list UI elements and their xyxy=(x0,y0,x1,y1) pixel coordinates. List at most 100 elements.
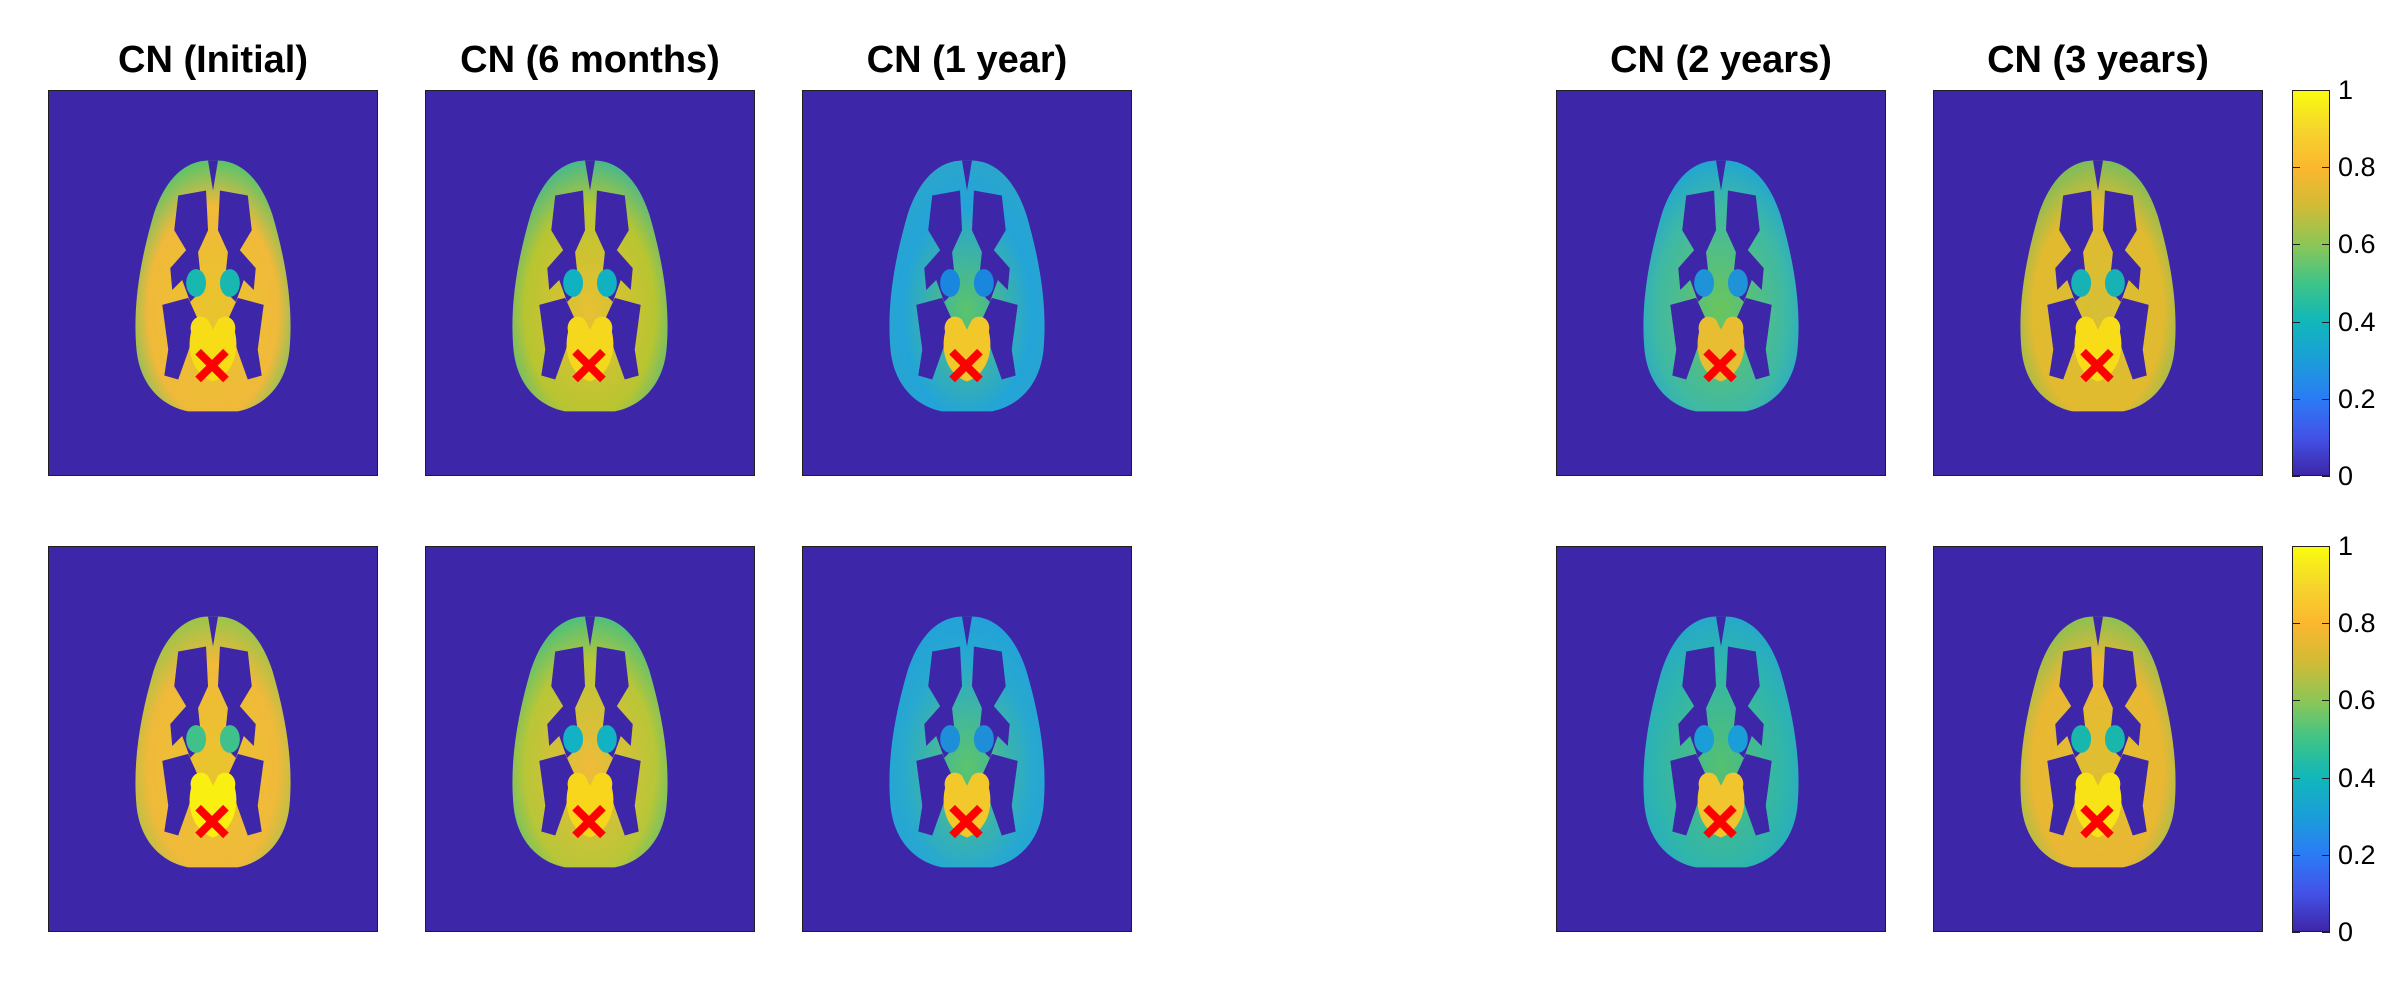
brain-map-bottom-3-years xyxy=(1933,546,2263,932)
seed-marker-icon xyxy=(572,804,606,839)
brain-tissue xyxy=(512,616,668,868)
brain-midline-notch xyxy=(962,616,972,647)
seed-region xyxy=(943,772,991,838)
brain-slice-svg xyxy=(803,547,1131,931)
colorbar-tick-label: 0 xyxy=(2338,917,2354,947)
brain-map-top-2-years xyxy=(1556,90,1886,476)
brain-slice-svg xyxy=(49,547,377,931)
colorbar-tick-label: 0.4 xyxy=(2338,306,2376,337)
seed-marker-icon xyxy=(195,804,229,839)
brain-slice-svg xyxy=(803,91,1131,475)
brain-midline-notch xyxy=(208,616,218,647)
colorbar-tick-mark xyxy=(2292,623,2300,624)
colorbar-tick-mark xyxy=(2292,932,2300,933)
seed-region xyxy=(2074,316,2122,382)
colorbar-tick-mark xyxy=(2292,476,2300,477)
colorbar-tick-label: 0.2 xyxy=(2338,383,2376,414)
colorbar-top xyxy=(2292,90,2330,476)
brain-tissue xyxy=(135,616,291,868)
colorbar-tick-mark xyxy=(2292,700,2300,701)
seed-region xyxy=(1697,772,1745,838)
colorbar-tick-label: 0 xyxy=(2338,461,2354,491)
seed-marker-icon xyxy=(572,348,606,383)
colorbar-tick-mark xyxy=(2322,700,2330,701)
seed-marker-icon xyxy=(949,348,983,383)
brain-slice-svg xyxy=(426,91,754,475)
left-ventricle xyxy=(2071,725,2092,753)
colorbar-bottom xyxy=(2292,546,2330,932)
left-ventricle xyxy=(186,269,207,297)
brain-map-bottom-2-years xyxy=(1556,546,1886,932)
panel-title-initial: CN (Initial) xyxy=(118,39,308,81)
brain-map-bottom-6-months xyxy=(425,546,755,932)
brain-tissue xyxy=(2020,616,2176,868)
left-ventricle xyxy=(940,269,961,297)
colorbar-tick-mark xyxy=(2292,855,2300,856)
brain-slice-svg xyxy=(426,547,754,931)
seed-region xyxy=(1697,316,1745,382)
colorbar-tick-label: 0.4 xyxy=(2338,762,2376,793)
colorbar-tick-mark xyxy=(2322,322,2330,323)
brain-slice-svg xyxy=(1934,91,2262,475)
brain-map-top-initial xyxy=(48,90,378,476)
brain-midline-notch xyxy=(585,616,595,647)
seed-marker-icon xyxy=(1703,804,1737,839)
brain-slice-svg xyxy=(1557,547,1885,931)
right-ventricle xyxy=(1727,725,1748,753)
panel-title-3-years: CN (3 years) xyxy=(1987,39,2209,81)
brain-midline-notch xyxy=(208,160,218,191)
brain-tissue xyxy=(889,160,1045,412)
colorbar-tick-label: 1 xyxy=(2338,531,2354,561)
colorbar-tick-mark xyxy=(2322,623,2330,624)
brain-tissue xyxy=(135,160,291,412)
brain-tissue xyxy=(2020,160,2176,412)
brain-slice-svg xyxy=(1557,91,1885,475)
colorbar-tick-mark xyxy=(2322,399,2330,400)
colorbar-tick-mark xyxy=(2322,90,2330,91)
brain-midline-notch xyxy=(2093,160,2103,191)
left-ventricle xyxy=(1694,725,1715,753)
right-ventricle xyxy=(219,725,240,753)
brain-map-top-6-months xyxy=(425,90,755,476)
colorbar-tick-mark xyxy=(2322,932,2330,933)
brain-slice-svg xyxy=(1934,547,2262,931)
brain-midline-notch xyxy=(962,160,972,191)
left-ventricle xyxy=(940,725,961,753)
right-ventricle xyxy=(973,725,994,753)
colorbar-tick-mark xyxy=(2322,546,2330,547)
panel-title-6-months: CN (6 months) xyxy=(460,39,720,81)
brain-tissue xyxy=(889,616,1045,868)
colorbar-tick-label: 0.6 xyxy=(2338,685,2376,716)
brain-tissue xyxy=(512,160,668,412)
seed-region xyxy=(189,316,237,382)
seed-marker-icon xyxy=(949,804,983,839)
brain-map-top-1-year xyxy=(802,90,1132,476)
seed-marker-icon xyxy=(2080,804,2114,839)
colorbar-tick-mark xyxy=(2322,855,2330,856)
right-ventricle xyxy=(596,269,617,297)
brain-map-top-3-years xyxy=(1933,90,2263,476)
colorbar-tick-mark xyxy=(2322,167,2330,168)
colorbar-tick-label: 0.8 xyxy=(2338,608,2376,639)
seed-region xyxy=(943,316,991,382)
brain-map-bottom-initial xyxy=(48,546,378,932)
colorbar-tick-label: 1 xyxy=(2338,75,2354,105)
brain-tissue xyxy=(1643,160,1799,412)
seed-marker-icon xyxy=(2080,348,2114,383)
colorbar-tick-label: 0.6 xyxy=(2338,229,2376,260)
right-ventricle xyxy=(2104,269,2125,297)
brain-slice-svg xyxy=(49,91,377,475)
seed-region xyxy=(189,772,237,838)
right-ventricle xyxy=(1727,269,1748,297)
colorbar-tick-mark xyxy=(2292,167,2300,168)
seed-region xyxy=(2074,772,2122,838)
left-ventricle xyxy=(563,725,584,753)
right-ventricle xyxy=(219,269,240,297)
brain-midline-notch xyxy=(585,160,595,191)
brain-tissue xyxy=(1643,616,1799,868)
seed-marker-icon xyxy=(1703,348,1737,383)
colorbar-tick-mark xyxy=(2292,546,2300,547)
seed-region xyxy=(566,772,614,838)
left-ventricle xyxy=(2071,269,2092,297)
colorbar-tick-mark xyxy=(2322,778,2330,779)
